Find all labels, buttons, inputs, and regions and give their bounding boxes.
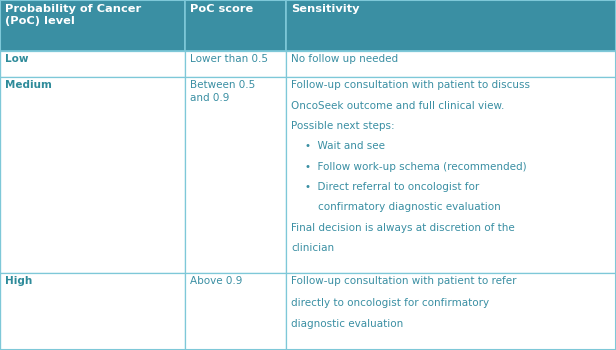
Bar [185, 77, 286, 273]
Text: Follow-up consultation with patient to discuss: Follow-up consultation with patient to d… [291, 80, 530, 91]
Bar [0, 273, 185, 350]
Bar [286, 77, 616, 273]
Text: •  Follow work-up schema (recommended): • Follow work-up schema (recommended) [305, 162, 527, 172]
Text: diagnostic evaluation: diagnostic evaluation [291, 319, 403, 329]
Text: No follow up needed: No follow up needed [291, 54, 399, 64]
Text: PoC score: PoC score [190, 4, 253, 14]
Text: •  Wait and see: • Wait and see [305, 141, 385, 152]
Bar [185, 0, 286, 51]
Bar [286, 51, 616, 77]
Bar [286, 273, 616, 350]
Text: Probability of Cancer
(PoC) level: Probability of Cancer (PoC) level [5, 4, 141, 26]
Text: clinician: clinician [291, 243, 334, 253]
Text: High: High [5, 276, 32, 287]
Text: Above 0.9: Above 0.9 [190, 276, 242, 287]
Text: confirmatory diagnostic evaluation: confirmatory diagnostic evaluation [318, 202, 501, 212]
Bar [0, 51, 185, 77]
Bar [0, 77, 185, 273]
Bar [185, 273, 286, 350]
Text: Final decision is always at discretion of the: Final decision is always at discretion o… [291, 223, 515, 233]
Bar [286, 0, 616, 51]
Text: directly to oncologist for confirmatory: directly to oncologist for confirmatory [291, 298, 490, 308]
Text: Follow-up consultation with patient to refer: Follow-up consultation with patient to r… [291, 276, 517, 287]
Text: Medium: Medium [5, 80, 52, 91]
Bar [0, 0, 185, 51]
Text: Sensitivity: Sensitivity [291, 4, 360, 14]
Bar [185, 51, 286, 77]
Text: Between 0.5
and 0.9: Between 0.5 and 0.9 [190, 80, 255, 103]
Text: Lower than 0.5: Lower than 0.5 [190, 54, 268, 64]
Text: Possible next steps:: Possible next steps: [291, 121, 395, 131]
Text: OncoSeek outcome and full clinical view.: OncoSeek outcome and full clinical view. [291, 101, 505, 111]
Text: Low: Low [5, 54, 28, 64]
Text: •  Direct referral to oncologist for: • Direct referral to oncologist for [305, 182, 479, 192]
